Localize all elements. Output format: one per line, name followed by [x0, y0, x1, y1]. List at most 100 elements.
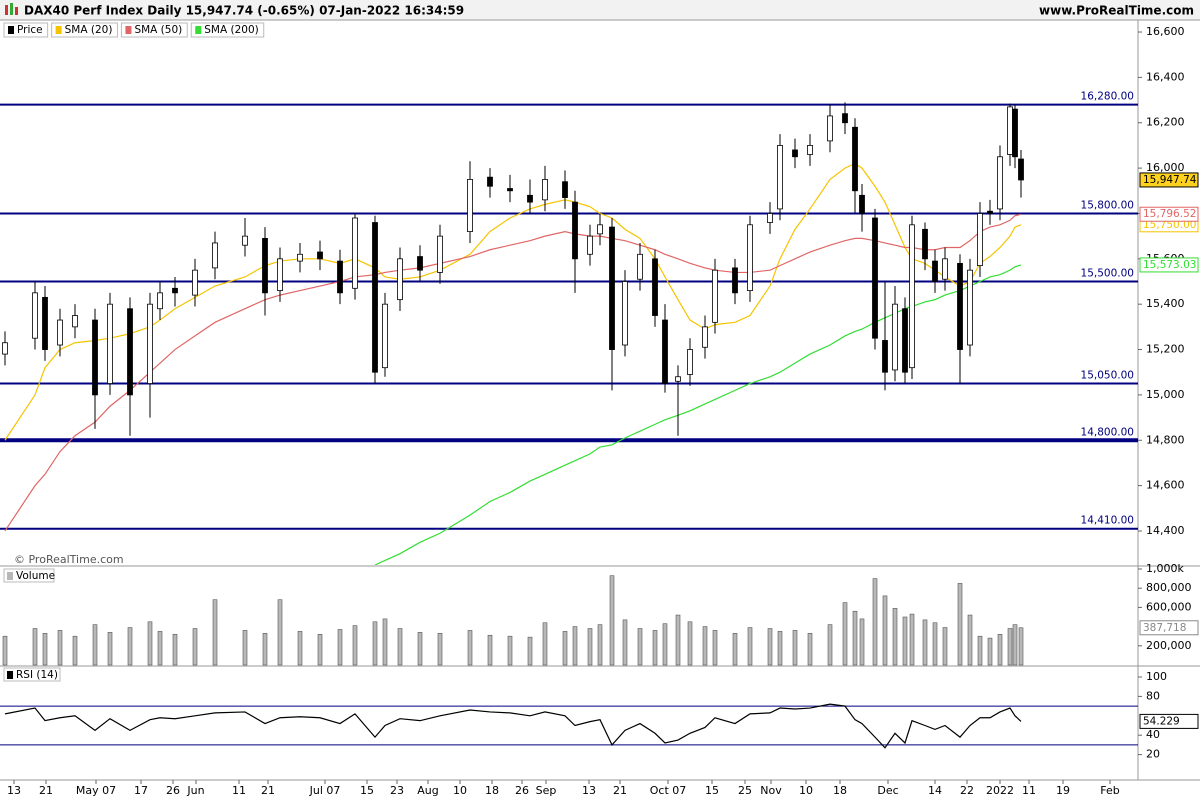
candle-body: [32, 292, 38, 339]
volume-bar: [675, 614, 681, 666]
legend-box: [3, 22, 49, 38]
candle-body: [909, 224, 915, 369]
y-tick-label: 14,600: [1146, 479, 1185, 492]
volume-bar: [652, 630, 658, 666]
volume-bar: [507, 635, 513, 666]
candle-body: [997, 156, 1003, 210]
y-tick-label: 600,000: [1146, 600, 1192, 613]
level-label: 16,280.00: [1081, 91, 1134, 103]
volume-bar: [337, 629, 343, 666]
x-tick-label: 18: [833, 784, 847, 797]
volume-bar: [127, 627, 133, 666]
volume-bar: [687, 621, 693, 666]
panel-title: Volume: [16, 570, 55, 582]
y-tick-label: 14,400: [1146, 524, 1185, 537]
candle-body: [352, 217, 358, 289]
x-tick-label: Dec: [877, 784, 898, 797]
app-icon: [5, 3, 18, 15]
candle-body: [507, 188, 513, 192]
y-tick-label: 16,000: [1146, 161, 1185, 174]
x-tick-label: 17: [134, 784, 148, 797]
volume-bar: [1012, 624, 1018, 666]
candle-body: [242, 235, 248, 246]
candle-body: [747, 224, 753, 291]
last-value-box: [1139, 620, 1199, 636]
volume-bar: [72, 635, 78, 666]
legend-label: SMA (50): [134, 24, 182, 36]
volume-bar: [842, 602, 848, 666]
legend-box: [51, 22, 118, 38]
level-label: 15,800.00: [1081, 199, 1134, 211]
legend-box: [120, 22, 188, 38]
y-tick-label: 15,400: [1146, 297, 1185, 310]
volume-bar: [997, 633, 1003, 666]
candle-body: [987, 210, 993, 214]
volume-bar: [467, 630, 473, 666]
candle-body: [767, 213, 773, 223]
x-tick-label: 10: [799, 784, 813, 797]
legend-label: SMA (200): [204, 24, 258, 36]
x-tick-label: Sep: [536, 784, 557, 797]
candle-body: [662, 319, 668, 384]
volume-bar: [542, 622, 548, 666]
candle-body: [902, 308, 908, 373]
x-tick-label: 21: [39, 784, 53, 797]
candle-body: [882, 340, 888, 373]
volume-bar: [922, 619, 928, 666]
volume-bar: [2, 635, 8, 666]
x-tick-label: 15: [705, 784, 719, 797]
last-value-box: [1139, 257, 1199, 273]
volume-bar: [572, 626, 578, 666]
chart-title: DAX40 Perf Index Daily 15,947.74 (-0.65%…: [24, 4, 464, 18]
legend-swatch: [7, 671, 13, 679]
legend-label: SMA (20): [65, 24, 113, 36]
volume-bar: [32, 628, 38, 666]
volume-bar: [702, 626, 708, 666]
candle-body: [562, 181, 568, 198]
volume-bar: [967, 614, 973, 666]
volume-bar: [609, 575, 615, 666]
candle-body: [702, 326, 708, 348]
series-line: [374, 264, 1022, 565]
candle-body: [597, 224, 603, 235]
y-tick-label: 100: [1146, 670, 1167, 683]
volume-bar: [792, 630, 798, 666]
volume-bar: [1007, 628, 1013, 666]
volume-bar: [597, 624, 603, 666]
candle-body: [212, 242, 218, 269]
x-tick-label: 13: [582, 784, 596, 797]
level-label: 15,050.00: [1081, 370, 1134, 382]
level-label: 15,500.00: [1081, 268, 1134, 280]
candle-body: [437, 235, 443, 273]
volume-bar: [587, 628, 593, 666]
last-value-label: 15,573.03: [1143, 259, 1196, 271]
x-tick-label: 22: [960, 784, 974, 797]
candle-body: [872, 217, 878, 339]
y-tick-label: 1,000k: [1146, 562, 1184, 575]
volume-bar: [157, 631, 163, 666]
candle-body: [2, 342, 8, 355]
candle-body: [852, 126, 858, 192]
candle-body: [337, 260, 343, 294]
volume-bar: [352, 625, 358, 666]
volume-bar: [562, 631, 568, 666]
volume-bar: [827, 624, 833, 666]
candle-body: [637, 253, 643, 280]
candle-body: [827, 115, 833, 142]
volume-bar: [859, 618, 865, 666]
x-tick-label: 26: [166, 784, 180, 797]
volume-bar: [172, 633, 178, 666]
candle-body: [687, 349, 693, 375]
legend-swatch: [195, 26, 202, 34]
y-tick-label: 20: [1146, 748, 1160, 761]
candle-body: [317, 251, 323, 260]
volume-bar: [807, 633, 813, 666]
candle-body: [92, 319, 98, 396]
volume-bar: [317, 633, 323, 666]
volume-bar: [382, 618, 388, 666]
y-tick-label: 40: [1146, 728, 1160, 741]
volume-bar: [637, 628, 643, 666]
price-panel: [0, 102, 1138, 565]
x-tick-label: 15: [360, 784, 374, 797]
